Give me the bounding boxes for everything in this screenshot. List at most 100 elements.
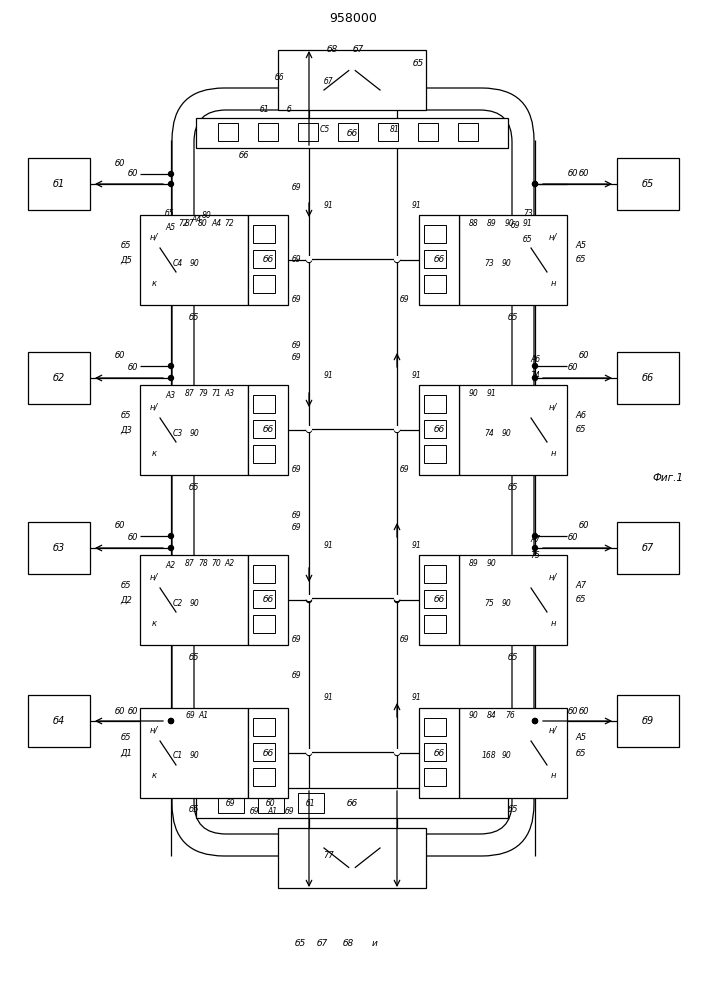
Text: б6: б6 bbox=[433, 426, 445, 434]
Text: б0: б0 bbox=[115, 522, 125, 530]
Text: б6: б6 bbox=[433, 255, 445, 264]
Text: 89: 89 bbox=[487, 219, 497, 228]
Text: 87: 87 bbox=[185, 219, 195, 228]
Text: б9: б9 bbox=[292, 353, 302, 361]
Circle shape bbox=[527, 736, 532, 740]
Circle shape bbox=[395, 256, 399, 261]
Text: А6: А6 bbox=[575, 410, 587, 420]
Circle shape bbox=[395, 426, 399, 432]
Text: 91: 91 bbox=[324, 540, 334, 550]
Text: 91: 91 bbox=[412, 200, 422, 210]
Text: 74: 74 bbox=[530, 370, 540, 379]
Bar bbox=[196, 118, 508, 148]
Text: А1: А1 bbox=[267, 808, 277, 816]
Bar bbox=[140, 215, 248, 305]
Text: б0: б0 bbox=[115, 159, 125, 168]
Circle shape bbox=[168, 363, 173, 368]
Circle shape bbox=[527, 582, 532, 587]
Circle shape bbox=[175, 272, 180, 277]
Text: к: к bbox=[151, 448, 156, 458]
Text: Д5: Д5 bbox=[120, 255, 132, 264]
Text: н/: н/ bbox=[150, 726, 158, 734]
Text: и: и bbox=[372, 938, 378, 948]
Bar bbox=[253, 420, 275, 438]
Bar bbox=[28, 522, 90, 574]
Circle shape bbox=[527, 242, 532, 247]
Text: б9: б9 bbox=[285, 808, 295, 816]
Text: б5: б5 bbox=[165, 209, 175, 218]
Circle shape bbox=[307, 428, 312, 432]
Circle shape bbox=[395, 597, 399, 602]
Text: б5: б5 bbox=[189, 312, 199, 322]
Text: А4: А4 bbox=[191, 216, 201, 225]
Circle shape bbox=[175, 612, 180, 617]
Text: 75: 75 bbox=[484, 598, 494, 607]
Bar bbox=[424, 395, 446, 413]
Bar bbox=[253, 250, 275, 268]
Text: б5: б5 bbox=[508, 312, 518, 322]
Text: А4: А4 bbox=[211, 219, 221, 228]
Text: C1: C1 bbox=[173, 752, 183, 760]
Bar bbox=[28, 352, 90, 404]
Text: б0: б0 bbox=[568, 534, 578, 542]
Circle shape bbox=[168, 172, 173, 176]
Circle shape bbox=[547, 766, 551, 770]
Text: б5: б5 bbox=[575, 426, 586, 434]
Bar bbox=[248, 555, 288, 645]
Text: 90: 90 bbox=[502, 428, 512, 438]
Bar bbox=[253, 565, 275, 583]
Text: н: н bbox=[550, 278, 556, 288]
Circle shape bbox=[175, 442, 180, 448]
Text: н/: н/ bbox=[549, 402, 557, 412]
Text: к: к bbox=[151, 278, 156, 288]
Bar bbox=[258, 123, 278, 141]
Bar bbox=[248, 385, 288, 475]
Bar bbox=[218, 793, 244, 813]
Bar bbox=[424, 590, 446, 608]
Bar bbox=[248, 708, 288, 798]
Circle shape bbox=[156, 242, 160, 247]
Text: 90: 90 bbox=[487, 558, 497, 568]
Text: б9: б9 bbox=[642, 716, 654, 726]
Text: 87: 87 bbox=[185, 558, 195, 568]
Text: б5: б5 bbox=[121, 734, 132, 742]
Text: б9: б9 bbox=[250, 808, 259, 816]
Text: б0: б0 bbox=[579, 352, 589, 360]
Bar bbox=[253, 590, 275, 608]
Text: к: к bbox=[151, 772, 156, 780]
Text: н: н bbox=[550, 618, 556, 628]
Text: н/: н/ bbox=[150, 402, 158, 412]
Text: б8: б8 bbox=[327, 45, 338, 54]
Text: 958000: 958000 bbox=[329, 11, 377, 24]
Text: Фиг.1: Фиг.1 bbox=[653, 473, 684, 483]
Text: б9: б9 bbox=[292, 340, 302, 350]
Circle shape bbox=[532, 375, 537, 380]
Circle shape bbox=[168, 718, 173, 724]
Text: б0: б0 bbox=[579, 522, 589, 530]
Text: б1: б1 bbox=[260, 105, 270, 114]
Bar bbox=[424, 445, 446, 463]
Text: б5: б5 bbox=[121, 240, 132, 249]
Bar bbox=[253, 768, 275, 786]
Text: 87: 87 bbox=[185, 388, 195, 397]
Bar bbox=[419, 215, 459, 305]
Bar bbox=[617, 522, 679, 574]
Circle shape bbox=[307, 257, 312, 262]
Bar bbox=[28, 695, 90, 747]
Text: н: н bbox=[550, 772, 556, 780]
Text: б: б bbox=[286, 105, 291, 114]
Text: б1: б1 bbox=[306, 798, 316, 808]
Text: 91: 91 bbox=[412, 694, 422, 702]
Text: 80: 80 bbox=[198, 219, 208, 228]
Circle shape bbox=[307, 750, 312, 756]
Bar bbox=[253, 615, 275, 633]
Text: 69: 69 bbox=[185, 712, 195, 720]
Text: б9: б9 bbox=[292, 636, 302, 645]
Text: б5: б5 bbox=[575, 595, 586, 604]
Text: б0: б0 bbox=[128, 534, 139, 542]
Text: б0: б0 bbox=[128, 706, 139, 716]
Bar bbox=[253, 395, 275, 413]
Text: А3: А3 bbox=[224, 388, 234, 397]
Bar bbox=[253, 718, 275, 736]
Text: C5: C5 bbox=[320, 125, 330, 134]
